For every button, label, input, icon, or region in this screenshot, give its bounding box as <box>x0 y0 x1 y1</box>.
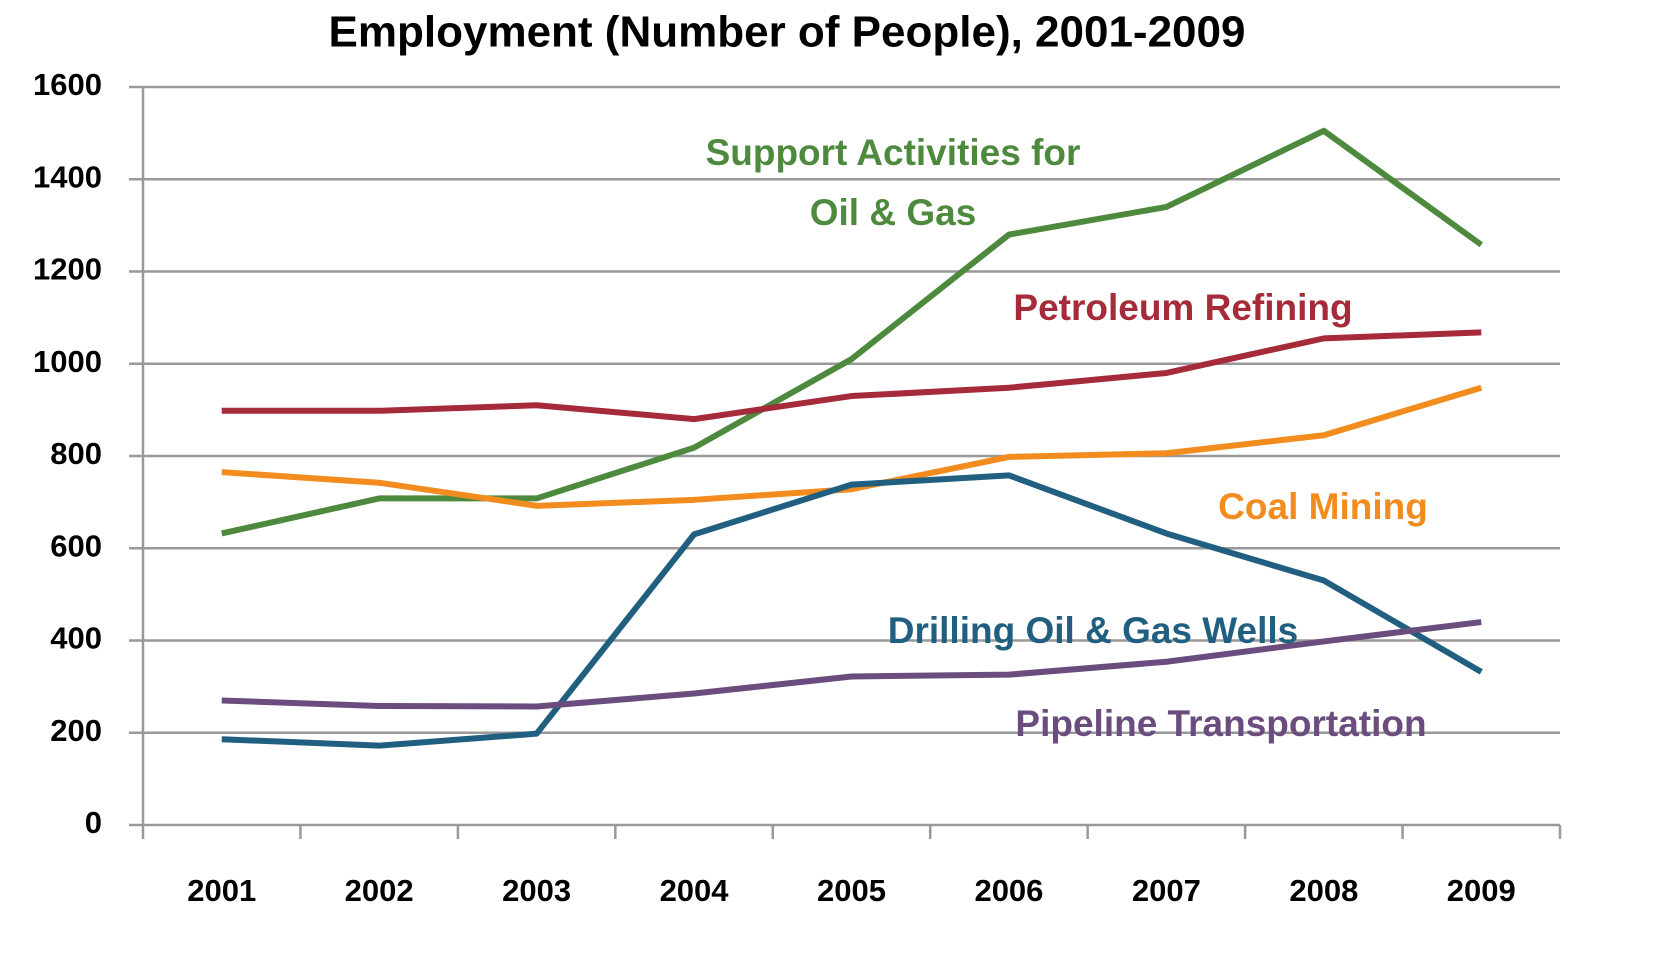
x-tick-label: 2002 <box>345 873 414 908</box>
x-tick-label: 2004 <box>660 873 730 908</box>
x-tick-label: 2007 <box>1132 873 1201 908</box>
y-tick-label: 600 <box>50 528 102 563</box>
y-tick-label: 1400 <box>33 159 102 194</box>
x-tick-label: 2003 <box>502 873 571 908</box>
series-label: Coal Mining <box>1218 486 1428 527</box>
series-line <box>221 472 1483 749</box>
y-tick-label: 0 <box>85 805 102 840</box>
y-tick-label: 800 <box>50 436 102 471</box>
series-line <box>221 127 1484 537</box>
series-label: Petroleum Refining <box>1013 287 1353 328</box>
series-line <box>221 329 1482 423</box>
series-line <box>221 619 1482 710</box>
series-line <box>221 384 1483 509</box>
x-tick-label: 2001 <box>187 873 256 908</box>
x-tick-label: 2006 <box>974 873 1043 908</box>
x-tick-label: 2009 <box>1447 873 1516 908</box>
chart-title: Employment (Number of People), 2001-2009 <box>329 8 1246 57</box>
y-tick-label: 1200 <box>33 252 102 287</box>
x-tick-label: 2008 <box>1289 873 1358 908</box>
y-tick-label: 1000 <box>33 344 102 379</box>
y-tick-label: 200 <box>50 713 102 748</box>
series-label: Support Activities for Oil & Gas <box>705 132 1081 233</box>
series-label: Drilling Oil & Gas Wells <box>887 610 1299 651</box>
series-label: Pipeline Transportation <box>1015 703 1427 744</box>
y-tick-label: 400 <box>50 621 102 656</box>
y-tick-label: 1600 <box>33 67 102 102</box>
x-tick-label: 2005 <box>817 873 886 908</box>
